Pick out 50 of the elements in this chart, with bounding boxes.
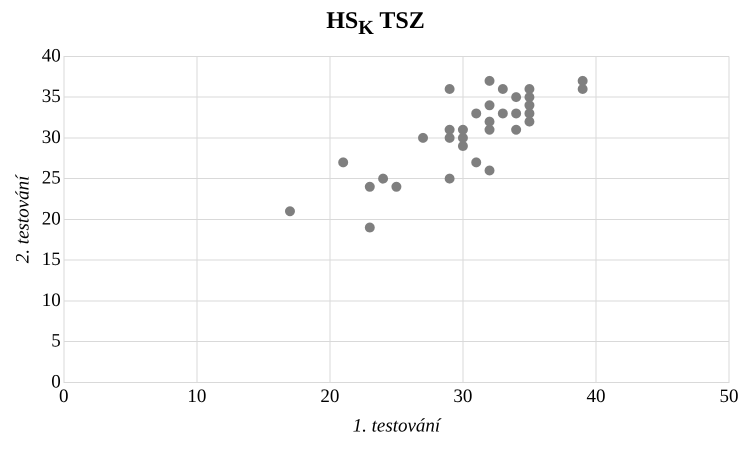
y-tick-label: 20 [42,208,61,230]
point [444,84,455,94]
y-tick-label: 30 [42,126,61,148]
x-axis-title: 1. testování [352,415,442,436]
point [578,84,588,94]
y-tick-label: 40 [42,45,61,66]
y-tick-label: 5 [51,330,61,352]
point [524,116,534,126]
point [458,140,468,151]
point [471,108,482,118]
point [338,157,348,168]
point [471,157,482,168]
x-tick-label: 40 [586,386,606,407]
point [284,206,295,216]
x-tick-label: 20 [320,386,340,407]
point [444,124,455,135]
point [524,100,534,110]
point [511,108,522,118]
point [364,182,375,192]
point [391,182,402,192]
y-tick-label: 35 [42,86,61,107]
x-tick-label: 10 [187,386,206,407]
point [458,124,468,135]
point [364,222,375,232]
point [484,100,495,110]
point [484,165,495,176]
point [524,108,534,118]
point [484,116,495,126]
point [524,84,534,94]
x-tick-label: 50 [720,386,738,407]
point [498,84,508,94]
point [498,108,508,118]
point [458,132,468,143]
y-tick-label: 0 [51,371,61,392]
point [444,132,455,143]
point [578,76,588,86]
point [511,124,522,135]
chart-title: HS$_{K}$ TSZ [325,8,426,40]
point [511,92,522,102]
point [524,92,534,102]
y-tick-label: 25 [42,167,61,188]
y-axis-title: 2. testování [12,174,34,263]
point [444,173,455,184]
x-tick-label: 30 [453,386,472,407]
point [484,76,495,86]
y-tick-label: 10 [42,290,61,311]
point [418,132,428,143]
point [484,124,495,135]
y-tick-label: 15 [42,248,61,270]
point [378,173,388,184]
